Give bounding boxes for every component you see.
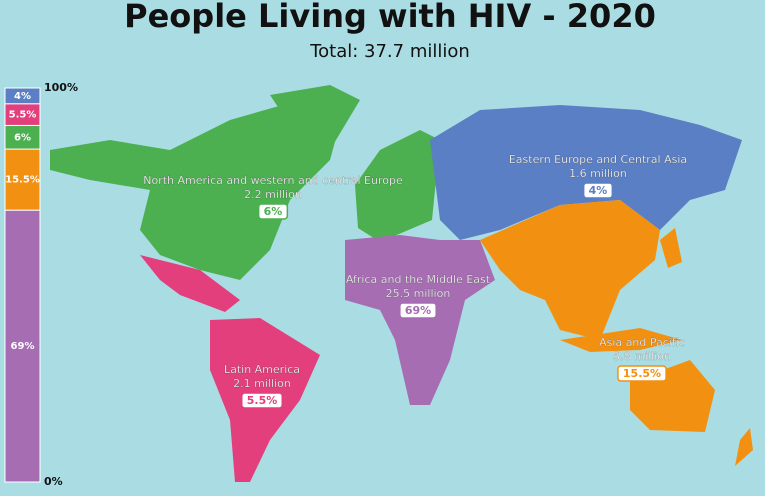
subtitle: Total: 37.7 million: [309, 41, 470, 62]
bar-segment-label: 6%: [14, 132, 31, 143]
share-badge: [582, 182, 614, 199]
bar-segment-label: 4%: [14, 91, 31, 102]
region-name: Latin America: [224, 363, 300, 376]
region-people: 25.5 million: [386, 287, 451, 300]
central-america: [140, 255, 240, 312]
share-badge: [399, 302, 437, 319]
europe: [355, 130, 440, 242]
new-zealand: [735, 428, 753, 466]
share-badge: [257, 203, 289, 220]
share-badge: [240, 392, 284, 409]
bar-segment-label: 15.5%: [5, 175, 40, 186]
scale-top-label: 100%: [44, 81, 78, 94]
share-bar: 69% 15.5% 6% 5.5% 4%: [4, 87, 41, 483]
russia-central-asia: [430, 105, 742, 240]
title: People Living with HIV - 2020: [124, 0, 656, 35]
share-badge: [617, 365, 667, 382]
region-people: 5.8 million: [613, 350, 671, 363]
region-name: Eastern Europe and Central Asia: [509, 153, 687, 166]
region-share: 6%: [264, 205, 283, 218]
region-name: Asia and Pacific: [599, 336, 685, 349]
north-america: [50, 100, 345, 280]
region-name: Africa and the Middle East: [346, 273, 491, 286]
bar-segment: [4, 148, 41, 211]
greenland: [270, 85, 360, 150]
region-people: 2.2 million: [244, 188, 302, 201]
africa: [345, 235, 495, 405]
scale-bottom-label: 0%: [44, 475, 63, 488]
bar-segment-label: 69%: [11, 341, 35, 352]
region-people: 1.6 million: [569, 167, 627, 180]
bar-segment: [4, 87, 41, 105]
region-name: North America and western and central Eu…: [143, 174, 403, 187]
region-share: 4%: [589, 184, 608, 197]
region-share: 15.5%: [623, 367, 661, 380]
region-people: 2.1 million: [233, 377, 291, 390]
japan: [660, 228, 682, 268]
bar-segment-label: 5.5%: [9, 110, 37, 121]
region-share: 69%: [405, 304, 431, 317]
indonesia: [560, 328, 682, 352]
region-share: 5.5%: [247, 394, 278, 407]
asia: [480, 200, 660, 340]
world-map: [50, 85, 753, 482]
